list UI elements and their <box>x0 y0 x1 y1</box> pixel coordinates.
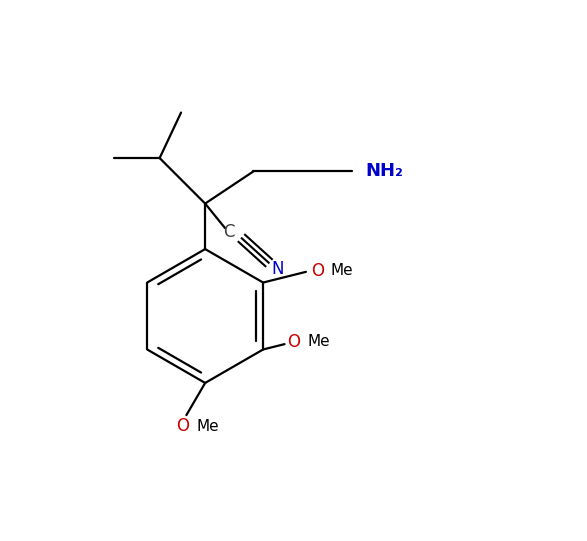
Text: O: O <box>287 333 300 351</box>
Text: Me: Me <box>330 263 353 278</box>
Text: N: N <box>271 260 284 278</box>
Text: Me: Me <box>308 334 330 349</box>
Text: O: O <box>311 262 324 280</box>
Text: Me: Me <box>196 419 219 434</box>
Text: NH₂: NH₂ <box>366 162 404 181</box>
Text: O: O <box>176 417 188 436</box>
Text: C: C <box>224 223 235 241</box>
